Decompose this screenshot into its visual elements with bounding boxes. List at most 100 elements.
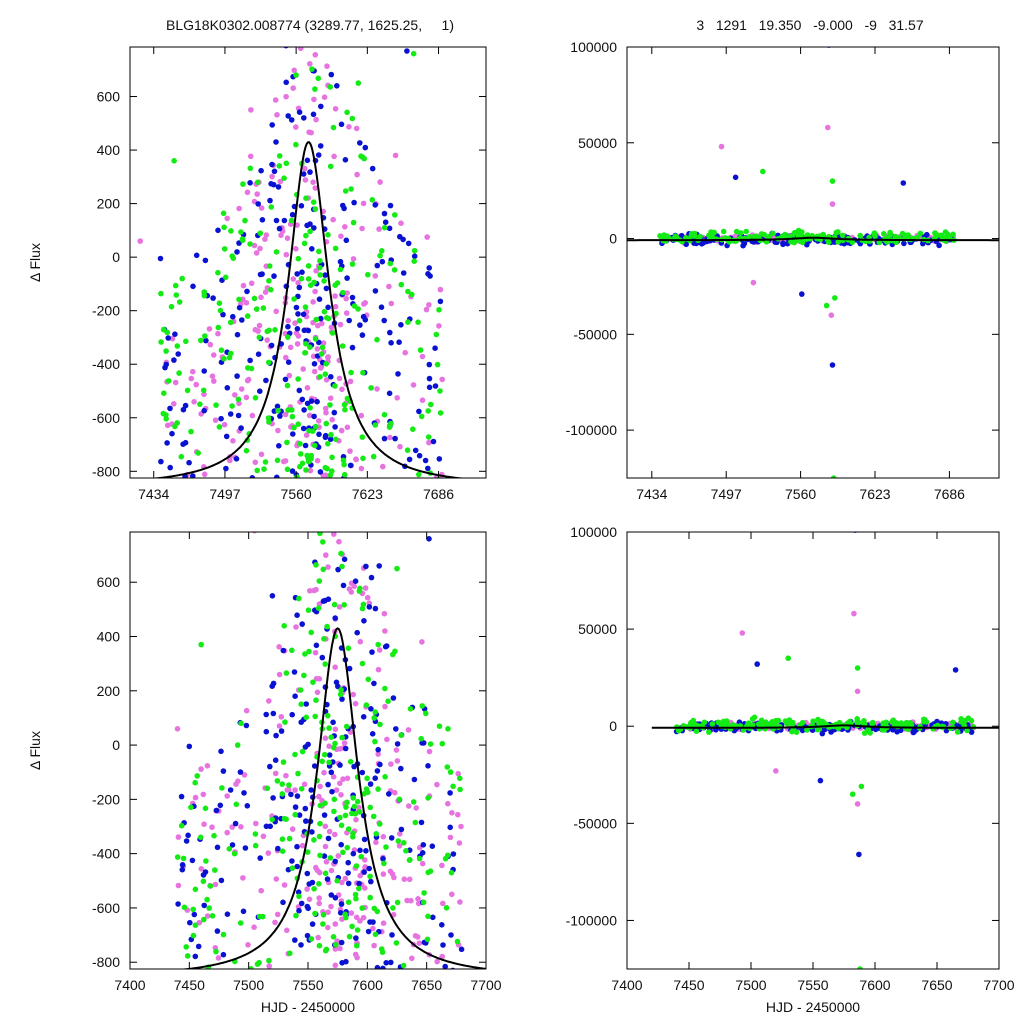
data-point — [402, 349, 409, 356]
data-point — [268, 286, 274, 293]
y-tick-label: -50000 — [573, 815, 617, 831]
data-point — [185, 832, 191, 839]
data-point — [332, 383, 338, 389]
data-point — [207, 883, 214, 889]
data-point — [921, 718, 927, 725]
data-point — [337, 746, 343, 752]
data-point — [285, 323, 291, 330]
data-point — [245, 942, 251, 948]
data-point — [396, 843, 403, 849]
data-point — [376, 226, 382, 232]
data-point — [329, 454, 335, 461]
data-point — [388, 300, 395, 307]
data-point — [354, 798, 361, 805]
data-point — [377, 821, 383, 827]
data-point — [232, 820, 239, 827]
data-point — [295, 770, 301, 777]
data-point — [892, 233, 899, 240]
data-point — [410, 382, 417, 388]
data-point — [952, 667, 959, 673]
data-point — [440, 900, 446, 907]
data-point — [291, 424, 297, 431]
data-point — [367, 781, 374, 787]
data-point — [227, 787, 234, 793]
data-point — [274, 911, 281, 918]
data-point — [353, 895, 359, 902]
data-point — [286, 372, 293, 379]
data-point — [381, 435, 388, 442]
data-point — [382, 685, 388, 692]
data-point — [215, 955, 222, 961]
data-point — [331, 153, 337, 160]
data-point — [308, 787, 315, 793]
data-point — [708, 234, 714, 241]
data-point — [348, 369, 354, 376]
data-point — [341, 401, 348, 408]
data-point — [416, 471, 422, 478]
x-tick-label: 7623 — [859, 486, 890, 502]
data-point — [338, 939, 345, 946]
data-point — [280, 647, 287, 654]
data-point — [302, 177, 309, 183]
data-point — [306, 648, 312, 655]
data-point — [361, 618, 367, 624]
data-point — [234, 373, 240, 379]
data-point — [419, 860, 426, 867]
data-point — [368, 574, 375, 581]
data-point — [202, 869, 209, 875]
data-point — [388, 340, 394, 346]
data-point — [251, 295, 258, 302]
data-point — [388, 835, 395, 841]
data-point — [295, 421, 302, 428]
data-point — [304, 400, 311, 407]
data-point — [322, 843, 329, 850]
data-point — [323, 420, 330, 427]
data-point — [192, 794, 199, 801]
data-point — [365, 928, 372, 935]
data-point — [201, 292, 208, 299]
data-point — [163, 348, 169, 354]
data-point — [276, 671, 283, 678]
data-point — [323, 409, 329, 416]
data-point — [363, 702, 370, 708]
data-point — [172, 331, 178, 338]
data-point — [286, 835, 293, 842]
data-point — [303, 701, 310, 707]
data-point — [252, 459, 259, 466]
data-point — [295, 376, 301, 382]
data-point — [325, 712, 331, 719]
data-point — [292, 751, 298, 758]
data-point — [323, 285, 330, 292]
data-point — [371, 680, 377, 687]
data-point — [220, 210, 227, 217]
data-point — [293, 246, 299, 252]
data-point — [311, 413, 317, 420]
data-point — [349, 810, 355, 817]
data-point — [732, 174, 739, 181]
data-point — [303, 714, 310, 721]
data-point — [739, 630, 746, 636]
data-point — [381, 411, 388, 418]
x-tick-label: 7400 — [114, 977, 145, 993]
data-point — [309, 428, 316, 435]
data-point — [269, 816, 276, 823]
y-tick-label: -600 — [92, 410, 120, 426]
data-point — [192, 922, 199, 928]
panel-top-left: 7434 7497 7560 7623 7686 -800 -600 -400 -200 0 200… — [27, 46, 487, 502]
data-point — [273, 249, 280, 255]
data-point — [372, 422, 379, 428]
data-point — [191, 911, 198, 918]
data-point — [274, 474, 280, 478]
data-point — [328, 431, 334, 438]
data-point — [901, 240, 907, 247]
data-point — [326, 828, 333, 835]
data-point — [298, 786, 305, 792]
data-point — [299, 842, 306, 849]
data-point — [258, 205, 265, 211]
data-point — [183, 944, 189, 950]
data-point — [346, 124, 352, 130]
x-tick-label: 7434 — [636, 486, 667, 502]
data-point — [436, 456, 443, 462]
data-point — [238, 720, 244, 727]
data-point — [327, 402, 333, 408]
